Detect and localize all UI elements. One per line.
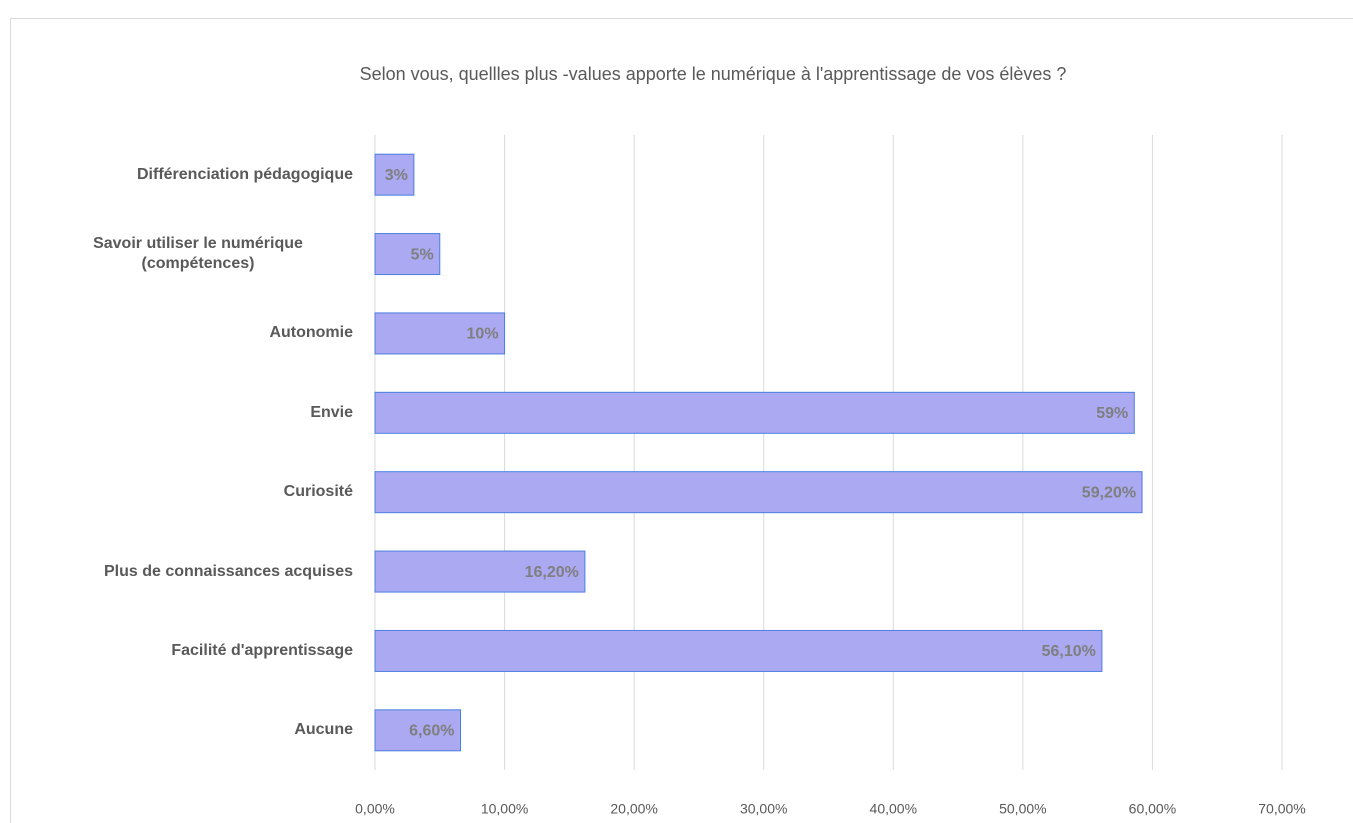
bar xyxy=(374,471,1143,514)
bar xyxy=(374,312,506,355)
value-label: 16,20% xyxy=(525,564,579,581)
y-tick-label: Plus de connaissances acquises xyxy=(103,562,353,580)
x-tick-label: 60,00% xyxy=(1129,801,1176,817)
bar xyxy=(374,391,1135,434)
x-tick-label: 20,00% xyxy=(610,801,657,817)
x-tick-label: 70,00% xyxy=(1258,801,1305,817)
y-tick-label: Aucune xyxy=(294,721,353,739)
value-label: 10% xyxy=(467,326,499,343)
bar xyxy=(374,233,441,276)
chart-frame xyxy=(10,18,1353,823)
x-tick-label: 40,00% xyxy=(870,801,917,817)
value-label: 59% xyxy=(1096,405,1128,422)
y-tick-label: Autonomie xyxy=(269,324,353,342)
y-tick-label: Facilité d'apprentissage xyxy=(171,641,353,659)
chart-title: Selon vous, quellles plus -values apport… xyxy=(360,64,1067,84)
value-label: 56,10% xyxy=(1042,643,1096,660)
y-tick-label: Envie xyxy=(310,403,353,421)
bar xyxy=(374,153,415,196)
y-tick-label: Savoir utiliser le numérique (compétence… xyxy=(93,235,303,273)
x-tick-label: 50,00% xyxy=(999,801,1046,817)
y-tick-label: Curiosité xyxy=(283,483,353,501)
value-label: 5% xyxy=(411,246,434,263)
value-label: 59,20% xyxy=(1082,484,1136,501)
value-label: 3% xyxy=(385,167,408,184)
x-tick-label: 10,00% xyxy=(481,801,528,817)
bar xyxy=(374,709,462,752)
bar xyxy=(374,550,586,593)
bar xyxy=(374,629,1103,672)
y-tick-label: Différenciation pédagogique xyxy=(136,165,353,183)
x-tick-label: 30,00% xyxy=(740,801,787,817)
x-tick-label: 0,00% xyxy=(355,801,395,817)
value-label: 6,60% xyxy=(409,723,454,740)
